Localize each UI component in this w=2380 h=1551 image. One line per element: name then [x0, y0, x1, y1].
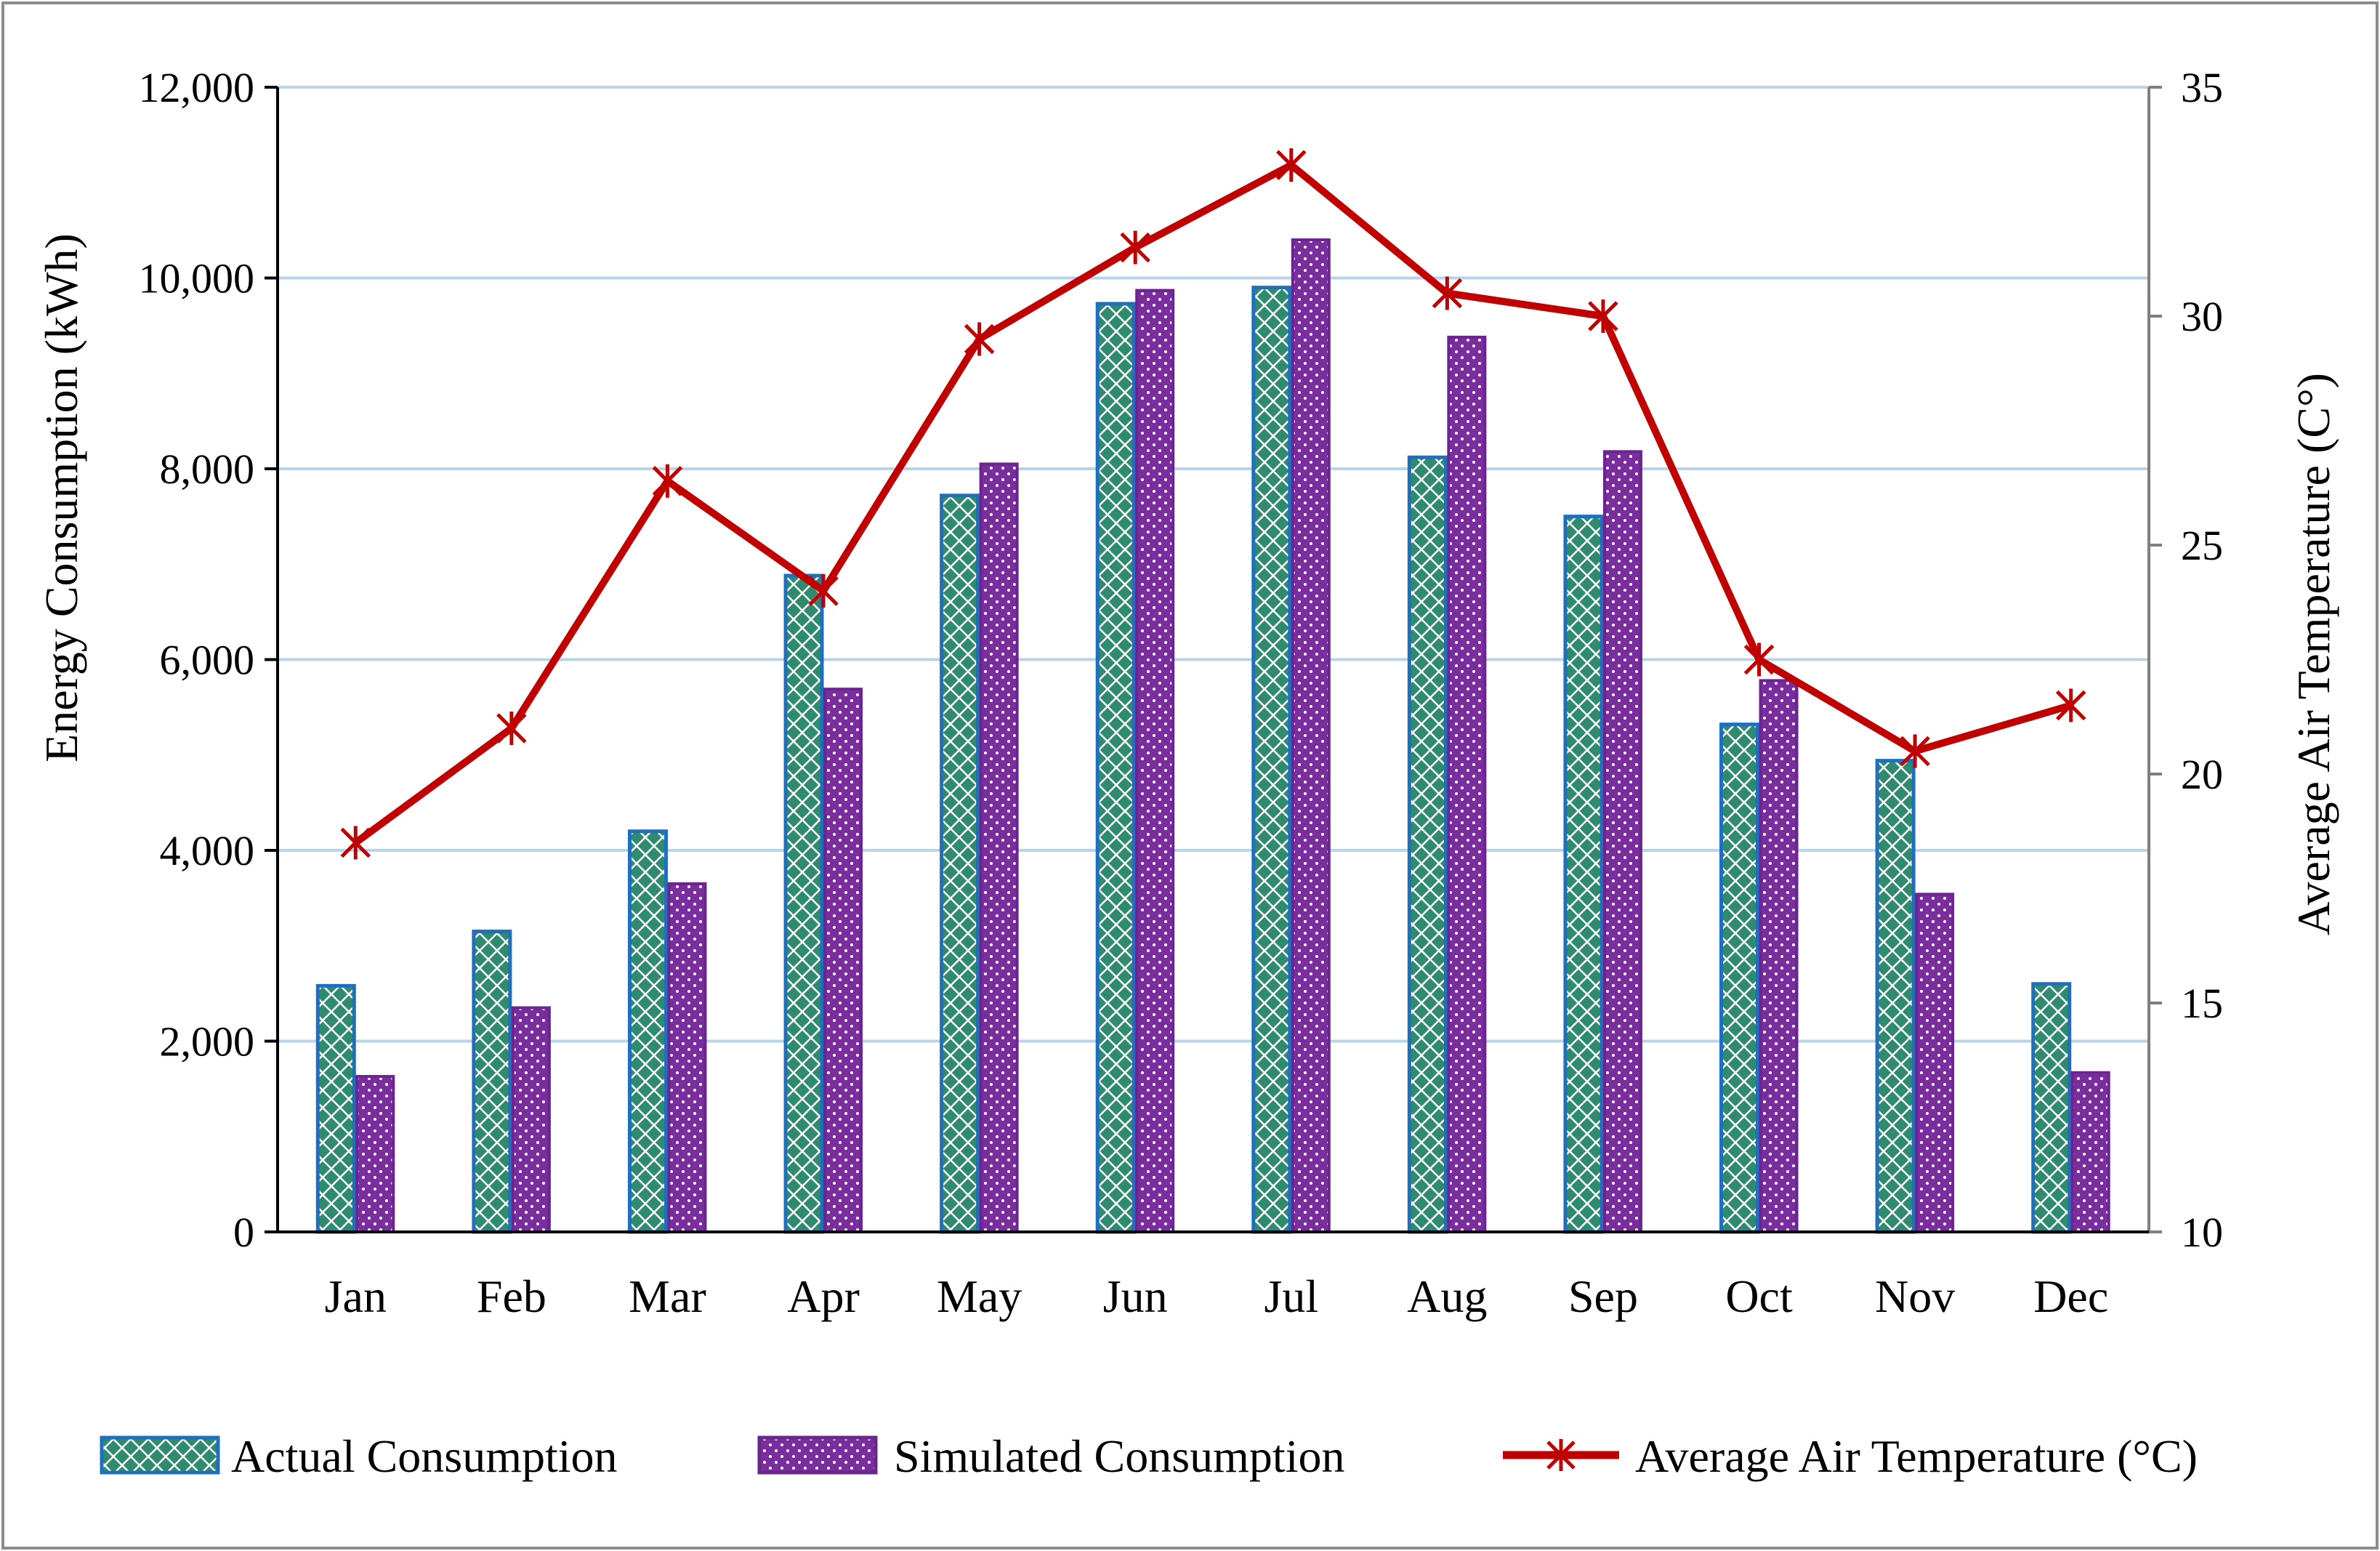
legend: Actual Consumption Simulated Consumption… — [100, 1430, 2198, 1482]
bar-simulated — [511, 1006, 551, 1233]
bar-simulated — [823, 688, 863, 1233]
legend-swatch-actual — [100, 1435, 220, 1475]
x-tick-label: Nov — [1875, 1270, 1955, 1322]
y2-axis-title: Average Air Temperature (C°) — [2288, 373, 2339, 935]
bar-simulated — [667, 882, 707, 1233]
legend-item-temperature: Average Air Temperature (°C) — [1503, 1430, 2198, 1482]
bar-actual — [1095, 302, 1136, 1234]
temperature-line — [353, 161, 2073, 846]
y2-tick-label: 30 — [2181, 293, 2223, 340]
temperature-marker — [1276, 148, 1307, 182]
x-tick-label: Jan — [325, 1270, 387, 1322]
bar-actual — [1563, 515, 1604, 1234]
bar-actual — [783, 573, 824, 1234]
y-tick-label: 2,000 — [160, 1018, 255, 1065]
bar-simulated — [2070, 1071, 2110, 1233]
y-tick-label: 10,000 — [139, 255, 255, 302]
bar-actual — [1251, 286, 1292, 1234]
y-tick-label: 4,000 — [160, 827, 255, 874]
x-tick-label: Aug — [1407, 1270, 1487, 1322]
temperature-marker — [964, 322, 995, 356]
temperature-marker — [1432, 276, 1463, 310]
temperature-marker — [652, 464, 683, 498]
temperature-marker — [808, 574, 839, 608]
x-tick-label: Dec — [2033, 1270, 2108, 1322]
y2-tick-label: 25 — [2181, 522, 2223, 569]
legend-label-actual: Actual Consumption — [231, 1430, 618, 1482]
y2-tick-label: 10 — [2181, 1209, 2223, 1256]
temperature-marker — [1900, 734, 1930, 768]
temperature-marker — [1120, 230, 1150, 265]
temperature-marker — [1743, 642, 1775, 677]
bar-simulated — [1915, 893, 1955, 1233]
y-tick-label: 12,000 — [139, 64, 255, 111]
temperature-marker — [2055, 688, 2086, 722]
temperature-marker — [1588, 299, 1618, 333]
bar-simulated — [1135, 289, 1175, 1233]
y2-tick-label: 15 — [2181, 980, 2223, 1027]
legend-label-simulated: Simulated Consumption — [894, 1430, 1344, 1482]
legend-swatch-simulated — [757, 1435, 878, 1475]
temperature-marker — [496, 712, 527, 745]
x-tick-label: Sep — [1568, 1270, 1638, 1322]
bar-actual — [940, 494, 980, 1234]
x-tick-label: Jun — [1103, 1270, 1168, 1322]
gridlines — [278, 86, 2149, 1043]
y-tick-label: 8,000 — [160, 446, 255, 493]
bar-actual — [472, 930, 512, 1234]
bar-actual — [2031, 982, 2072, 1234]
y-tick-label: 6,000 — [160, 637, 255, 684]
bar-actual — [1875, 759, 1916, 1234]
x-tick-label: Mar — [629, 1270, 706, 1322]
x-tick-label: Oct — [1725, 1270, 1793, 1322]
legend-marker-temperature — [1546, 1439, 1576, 1471]
x-tick-label: May — [937, 1270, 1022, 1322]
bar-simulated — [1447, 335, 1487, 1233]
bar-actual — [1407, 455, 1448, 1234]
y2-tick-label: 35 — [2181, 64, 2223, 111]
y2-tick-label: 20 — [2181, 751, 2223, 798]
bar-simulated — [1291, 238, 1331, 1233]
x-tick-label: Jul — [1264, 1270, 1318, 1322]
y-tick-label: 0 — [233, 1209, 254, 1256]
legend-item-actual: Actual Consumption — [100, 1430, 618, 1482]
bars-layer — [315, 238, 2110, 1234]
bar-simulated — [979, 462, 1019, 1233]
temperature-marker — [340, 826, 371, 860]
temperature-line-layer — [340, 148, 2086, 860]
bar-simulated — [355, 1075, 395, 1233]
legend-label-temperature: Average Air Temperature (°C) — [1635, 1430, 2198, 1482]
legend-item-simulated: Simulated Consumption — [757, 1430, 1344, 1482]
bar-actual — [1719, 722, 1760, 1234]
x-tick-label: Feb — [477, 1270, 546, 1322]
bar-actual — [315, 983, 356, 1234]
bar-simulated — [1759, 679, 1799, 1233]
x-tick-label: Apr — [787, 1270, 860, 1322]
bar-simulated — [1602, 450, 1642, 1233]
y-axis-title: Energy Consumption (kWh) — [36, 233, 87, 762]
bar-actual — [627, 829, 668, 1234]
axes-layer: 0 2,000 4,000 6,000 8,000 10,000 12,000 10 15 20 2… — [139, 64, 2224, 1322]
